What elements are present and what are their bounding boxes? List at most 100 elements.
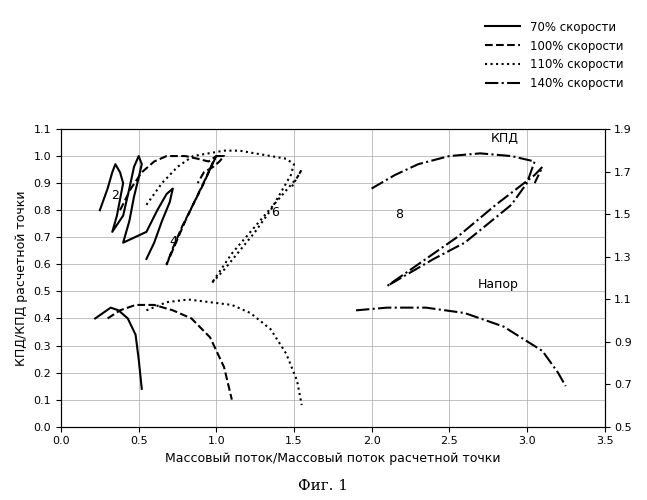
70% скорости	[119, 180, 127, 186]
70% скорости	[119, 240, 127, 246]
110% скорости	[189, 153, 197, 159]
70% скорости	[104, 186, 111, 192]
140% скорости	[531, 180, 538, 186]
110% скорости	[267, 153, 274, 159]
110% скорости	[142, 202, 150, 208]
Text: 6: 6	[271, 206, 280, 218]
140% скорости	[484, 220, 492, 226]
100% скорости	[179, 224, 186, 230]
110% скорости	[236, 148, 243, 154]
Text: Напор: Напор	[478, 278, 519, 291]
110% скорости	[282, 156, 290, 162]
70% скорости	[142, 256, 150, 262]
100% скорости	[197, 186, 204, 192]
140% скорости	[538, 164, 546, 170]
70% скорости	[142, 229, 150, 235]
Legend: 70% скорости, 100% скорости, 110% скорости, 140% скорости: 70% скорости, 100% скорости, 110% скорос…	[480, 16, 628, 95]
110% скорости	[290, 161, 298, 167]
X-axis label: Массовый поток/Массовый поток расчетной точки: Массовый поток/Массовый поток расчетной …	[165, 452, 501, 465]
Text: 2: 2	[111, 190, 119, 202]
140% скорости	[531, 172, 538, 178]
110% скорости	[267, 207, 274, 213]
100% скорости	[150, 158, 158, 164]
100% скорости	[181, 153, 189, 159]
140% скорости	[523, 180, 531, 186]
100% скорости	[215, 158, 223, 164]
110% скорости	[293, 174, 301, 180]
70% скорости	[119, 212, 127, 218]
100% скорости	[163, 153, 171, 159]
70% скорости	[169, 186, 177, 192]
Y-axis label: КПД/КПД расчетной точки: КПД/КПД расчетной точки	[15, 190, 28, 366]
100% скорости	[210, 158, 217, 164]
140% скорости	[406, 270, 414, 276]
110% скорости	[228, 250, 236, 256]
70% скорости	[135, 174, 142, 180]
Text: КПД: КПД	[491, 132, 519, 145]
70% скорости	[126, 218, 133, 224]
Line: 140% скорости: 140% скорости	[371, 154, 542, 286]
110% скорости	[220, 148, 228, 154]
100% скорости	[204, 158, 212, 164]
70% скорости	[96, 207, 104, 213]
100% скорости	[212, 153, 220, 159]
110% скорости	[287, 186, 295, 192]
140% скорости	[414, 262, 422, 268]
70% скорости	[109, 229, 116, 235]
Line: 70% скорости: 70% скорости	[100, 156, 173, 259]
70% скорости	[126, 186, 133, 192]
70% скорости	[158, 218, 166, 224]
100% скорости	[181, 218, 189, 224]
70% скорости	[109, 170, 116, 175]
110% скорости	[251, 224, 259, 230]
110% скорости	[208, 280, 215, 286]
140% скорости	[383, 283, 391, 289]
100% скорости	[127, 186, 135, 192]
140% скорости	[492, 202, 499, 208]
100% скорости	[194, 156, 202, 162]
110% скорости	[251, 229, 259, 235]
110% скорости	[204, 150, 212, 156]
70% скорости	[163, 191, 171, 197]
70% скорости	[150, 240, 158, 246]
100% скорости	[189, 202, 197, 208]
100% скорости	[194, 180, 202, 186]
100% скорости	[169, 245, 177, 251]
100% скорости	[212, 153, 220, 159]
140% скорости	[430, 256, 437, 262]
100% скорости	[163, 262, 171, 268]
100% скорости	[116, 207, 124, 213]
110% скорости	[236, 248, 243, 254]
70% скорости	[111, 161, 119, 167]
70% скорости	[116, 196, 124, 202]
110% скорости	[173, 164, 181, 170]
140% скорости	[531, 158, 538, 164]
110% скорости	[220, 266, 228, 272]
110% скорости	[274, 196, 282, 202]
110% скорости	[298, 166, 305, 172]
140% скорости	[461, 240, 468, 246]
110% скорости	[158, 180, 166, 186]
Line: 100% скорости: 100% скорости	[120, 156, 224, 264]
70% скорости	[166, 199, 173, 205]
140% скорости	[453, 234, 461, 240]
110% скорости	[287, 172, 295, 178]
140% скорости	[507, 202, 515, 208]
100% скорости	[200, 170, 208, 175]
140% скорости	[445, 153, 453, 159]
70% скорости	[130, 164, 138, 170]
70% скорости	[138, 161, 146, 167]
100% скорости	[200, 180, 208, 186]
100% скорости	[220, 153, 228, 159]
110% скорости	[293, 174, 301, 180]
Text: 8: 8	[395, 208, 404, 222]
140% скорости	[367, 186, 375, 192]
70% скорости	[113, 212, 121, 218]
100% скорости	[210, 164, 217, 170]
110% скорости	[251, 150, 259, 156]
100% скорости	[138, 170, 146, 175]
110% скорости	[278, 188, 285, 194]
140% скорости	[476, 150, 484, 156]
Text: 4: 4	[169, 236, 177, 248]
Line: 110% скорости: 110% скорости	[146, 150, 302, 284]
